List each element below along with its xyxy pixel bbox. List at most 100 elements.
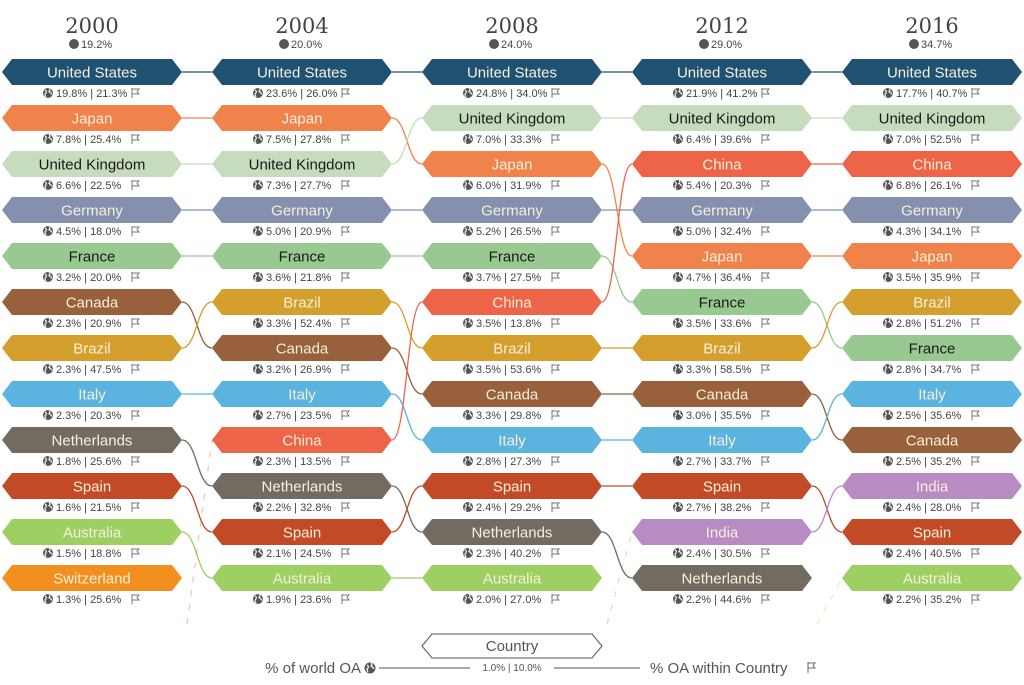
flag-icon — [551, 180, 561, 190]
country-node-united-kingdom: United Kingdom 6.6% | 22.5% — [2, 151, 182, 192]
flag-icon — [341, 594, 351, 604]
country-label: Canada — [276, 341, 329, 358]
country-label: Spain — [913, 525, 951, 542]
country-label: France — [69, 249, 116, 266]
country-pill — [842, 519, 1022, 545]
country-stats: 2.2% | 35.2% — [896, 594, 961, 606]
world-share: 1.6% — [56, 502, 81, 514]
world-share: 5.0% — [266, 226, 291, 238]
country-label: China — [492, 295, 532, 312]
globe-icon — [43, 180, 53, 190]
separator: | — [501, 180, 510, 192]
world-share: 6.6% — [56, 180, 81, 192]
legend-country-box — [421, 633, 603, 659]
separator: | — [507, 88, 516, 100]
flag-icon — [971, 88, 981, 98]
country-stats: 2.5% | 35.6% — [896, 410, 961, 422]
within-country-share: 27.3% — [510, 456, 541, 468]
flag-icon — [761, 226, 771, 236]
country-node-france: France 3.2% | 20.0% — [2, 243, 182, 284]
within-country-share: 29.2% — [510, 502, 541, 514]
world-share: 2.3% — [56, 410, 81, 422]
country-label: Netherlands — [472, 525, 553, 542]
world-share: 2.4% — [896, 502, 921, 514]
separator: | — [501, 134, 510, 146]
country-pill — [2, 565, 182, 591]
country-stats: 2.3% | 13.5% — [266, 456, 331, 468]
country-label: France — [699, 295, 746, 312]
within-country-share: 20.3% — [90, 410, 121, 422]
country-pill — [212, 381, 392, 407]
globe-icon — [883, 594, 893, 604]
world-share: 21.9% — [686, 88, 717, 100]
separator: | — [81, 226, 90, 238]
separator: | — [291, 456, 300, 468]
country-label: Brazil — [703, 341, 741, 358]
country-node-canada: Canada 3.0% | 35.5% — [632, 381, 812, 422]
country-pill — [422, 289, 602, 315]
globe-icon — [883, 410, 893, 420]
separator: | — [501, 502, 510, 514]
country-pill — [422, 473, 602, 499]
country-node-united-states: United States 17.7% | 40.7% — [842, 59, 1022, 100]
country-pill — [422, 197, 602, 223]
globe-icon — [673, 456, 683, 466]
country-node-germany: Germany 4.3% | 34.1% — [842, 197, 1022, 238]
country-node-france: France 3.5% | 33.6% — [632, 289, 812, 330]
world-share: 3.2% — [56, 272, 81, 284]
country-label: Spain — [493, 479, 531, 496]
within-country-share: 30.5% — [720, 548, 751, 560]
world-share: 6.0% — [476, 180, 501, 192]
country-node-japan: Japan 7.8% | 25.4% — [2, 105, 182, 146]
country-stats: 2.2% | 44.6% — [686, 594, 751, 606]
world-share: 3.2% — [266, 364, 291, 376]
world-share: 2.8% — [476, 456, 501, 468]
connector-italy — [391, 393, 423, 441]
separator: | — [291, 226, 300, 238]
country-label: Italy — [498, 433, 526, 450]
within-country-share: 21.8% — [300, 272, 331, 284]
connector-netherlands — [181, 439, 213, 487]
within-country-share: 24.5% — [300, 548, 331, 560]
country-label: Netherlands — [52, 433, 133, 450]
country-node-netherlands: Netherlands 2.3% | 40.2% — [422, 519, 602, 560]
flag-icon — [341, 364, 351, 374]
world-share: 5.0% — [686, 226, 711, 238]
country-pill — [842, 473, 1022, 499]
globe-icon — [673, 272, 683, 282]
world-share: 1.5% — [56, 548, 81, 560]
country-pill — [632, 519, 812, 545]
flag-icon — [971, 180, 981, 190]
flag-icon — [131, 548, 141, 558]
separator: | — [501, 548, 510, 560]
country-stats: 3.6% | 21.8% — [266, 272, 331, 284]
year-world-share: 34.7% — [921, 39, 952, 51]
within-country-share: 27.0% — [510, 594, 541, 606]
within-country-share: 20.9% — [300, 226, 331, 238]
world-share: 2.7% — [266, 410, 291, 422]
country-node-spain: Spain 2.7% | 38.2% — [632, 473, 812, 514]
country-pill — [842, 335, 1022, 361]
within-country-share: 44.6% — [720, 594, 751, 606]
separator: | — [711, 456, 720, 468]
separator: | — [927, 88, 936, 100]
country-label: Italy — [708, 433, 736, 450]
globe-icon — [43, 410, 53, 420]
world-share: 1.9% — [266, 594, 291, 606]
within-country-share: 35.2% — [930, 456, 961, 468]
within-country-share: 22.5% — [90, 180, 121, 192]
flag-icon — [761, 364, 771, 374]
separator: | — [291, 548, 300, 560]
within-country-share: 40.5% — [930, 548, 961, 560]
country-stats: 3.5% | 35.9% — [896, 272, 961, 284]
country-stats: 7.3% | 27.7% — [266, 180, 331, 192]
country-pill — [632, 335, 812, 361]
country-label: Germany — [901, 203, 963, 220]
country-label: United States — [47, 65, 137, 82]
country-pill — [422, 427, 602, 453]
globe-icon — [253, 180, 263, 190]
country-stats: 24.8% | 34.0% — [476, 88, 548, 100]
within-country-share: 35.2% — [930, 594, 961, 606]
country-node-netherlands: Netherlands 2.2% | 32.8% — [212, 473, 392, 514]
